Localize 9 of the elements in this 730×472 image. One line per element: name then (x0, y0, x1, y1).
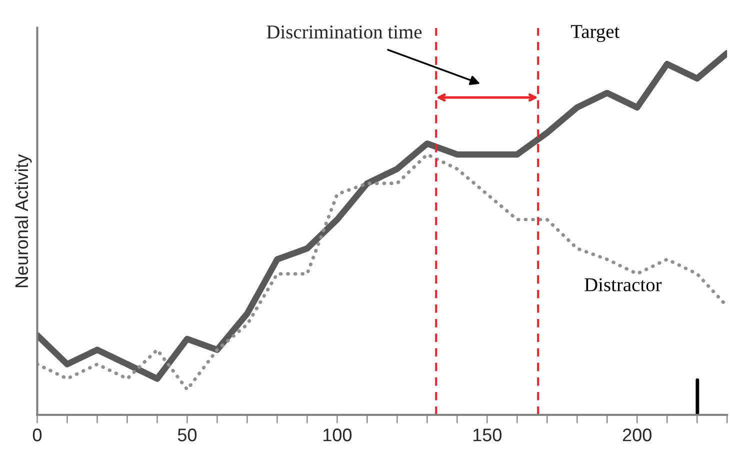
text: Target (570, 25, 620, 42)
x-tick-label: 150 (473, 428, 502, 442)
x-tick-label: 100 (323, 428, 352, 442)
x-tick-label: 50 (178, 428, 197, 442)
x-tick-label: 0 (32, 428, 42, 442)
series-label: Distractor (584, 278, 662, 292)
x-tick-label: 200 (622, 428, 652, 442)
y-axis-title: Neuronal Activity (14, 154, 32, 288)
text: Discrimination time (266, 25, 422, 39)
